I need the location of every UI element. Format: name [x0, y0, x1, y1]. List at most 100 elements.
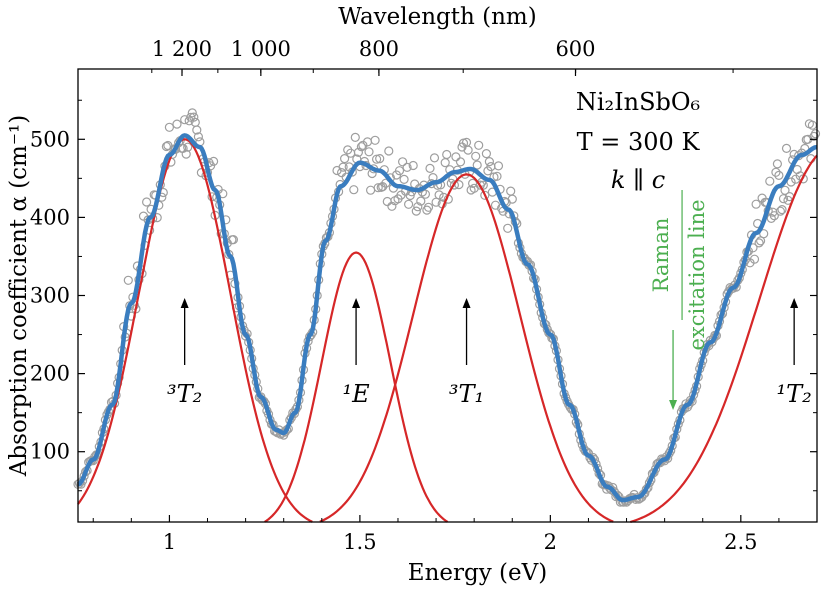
data-point: [183, 142, 193, 152]
data-point: [451, 152, 461, 162]
data-point: [178, 143, 188, 153]
peak-label: ¹T₂: [777, 380, 812, 408]
data-point: [193, 132, 203, 142]
y-tick-label: 100: [30, 440, 70, 464]
data-point: [474, 140, 484, 150]
gaussian-component-3: [319, 173, 614, 523]
data-point: [769, 211, 779, 221]
data-point: [781, 143, 792, 153]
data-point: [180, 115, 190, 125]
data-point: [413, 202, 423, 212]
data-point: [340, 154, 350, 164]
peak-arrow-head: [180, 298, 189, 308]
data-point: [404, 199, 414, 209]
data-point: [209, 156, 219, 166]
data-point: [349, 185, 359, 195]
data-point: [780, 185, 790, 195]
data-point: [399, 174, 409, 184]
data-point: [429, 153, 440, 163]
x-tick-label: 2.5: [724, 530, 757, 554]
data-point: [774, 170, 784, 180]
data-point: [810, 129, 821, 139]
data-point: [394, 166, 405, 176]
data-point: [228, 235, 238, 245]
data-point: [364, 147, 374, 157]
data-point: [778, 194, 789, 204]
data-point: [181, 149, 191, 159]
data-point: [382, 196, 392, 207]
data-point: [772, 159, 783, 169]
y-tick-label: 300: [30, 284, 70, 308]
data-point: [373, 183, 383, 193]
data-point: [398, 157, 408, 167]
data-point: [370, 135, 380, 145]
x-tick-label: 1: [163, 530, 176, 554]
y-tick-label: 400: [30, 205, 70, 229]
data-point: [507, 194, 517, 204]
data-point: [384, 146, 394, 156]
data-point: [484, 157, 494, 167]
data-point: [402, 162, 412, 172]
data-point: [408, 160, 418, 171]
peak-arrow-head: [790, 298, 799, 308]
gaussian-component-1: [77, 138, 313, 523]
data-point: [766, 213, 776, 223]
temperature-label: T = 300 K: [577, 128, 701, 156]
top-tick-label: 600: [555, 37, 595, 61]
peak-arrow-head: [352, 298, 361, 308]
data-point: [350, 132, 360, 142]
data-point: [123, 275, 133, 285]
data-point: [480, 190, 490, 200]
data-point: [807, 120, 818, 130]
top-axis-title: Wavelength (nm): [338, 4, 536, 30]
y-tick-label: 200: [30, 362, 70, 386]
data-point: [186, 112, 196, 122]
data-point: [338, 162, 348, 172]
data-point: [164, 122, 174, 132]
fit-curve: [77, 133, 818, 503]
data-point: [463, 145, 473, 155]
ticks-layer: [78, 69, 817, 522]
data-point: [759, 229, 769, 239]
data-point: [343, 145, 353, 155]
data-point: [416, 196, 426, 206]
data-point: [387, 201, 397, 211]
raman-label-line2: excitation line: [685, 199, 709, 350]
data-point: [187, 108, 197, 118]
data-point: [506, 186, 516, 196]
peak-arrow-head: [462, 298, 471, 308]
data-point: [353, 147, 363, 157]
peak-label: ³T₂: [167, 380, 202, 408]
data-point: [375, 154, 385, 164]
data-point: [337, 168, 347, 178]
data-point: [74, 478, 85, 488]
data-point: [372, 154, 382, 164]
data-point: [544, 328, 554, 338]
data-point: [493, 161, 504, 171]
data-point: [192, 125, 202, 135]
peak-label: ³T₁: [449, 380, 484, 408]
data-point: [471, 151, 481, 161]
data-point: [492, 171, 502, 181]
y-tick-label: 500: [30, 127, 70, 151]
data-point: [410, 179, 420, 189]
data-point: [455, 157, 466, 167]
x-axis-title: Energy (eV): [408, 560, 547, 586]
data-point: [434, 190, 444, 200]
data-point: [440, 158, 450, 168]
top-tick-label: 800: [359, 37, 399, 61]
data-point: [189, 112, 199, 122]
data-point: [786, 177, 796, 187]
x-tick-label: 1.5: [343, 530, 376, 554]
gaussian-component-4: [629, 154, 818, 524]
data-point: [142, 197, 152, 207]
gaussian-components-layer: [77, 138, 818, 524]
data-point: [420, 189, 430, 199]
data-point: [777, 205, 787, 215]
top-tick-label: 1 000: [231, 37, 291, 61]
data-point: [503, 223, 513, 233]
peak-label: ¹E: [343, 380, 371, 408]
data-point: [751, 199, 761, 209]
fit-curve-layer: [77, 133, 818, 503]
